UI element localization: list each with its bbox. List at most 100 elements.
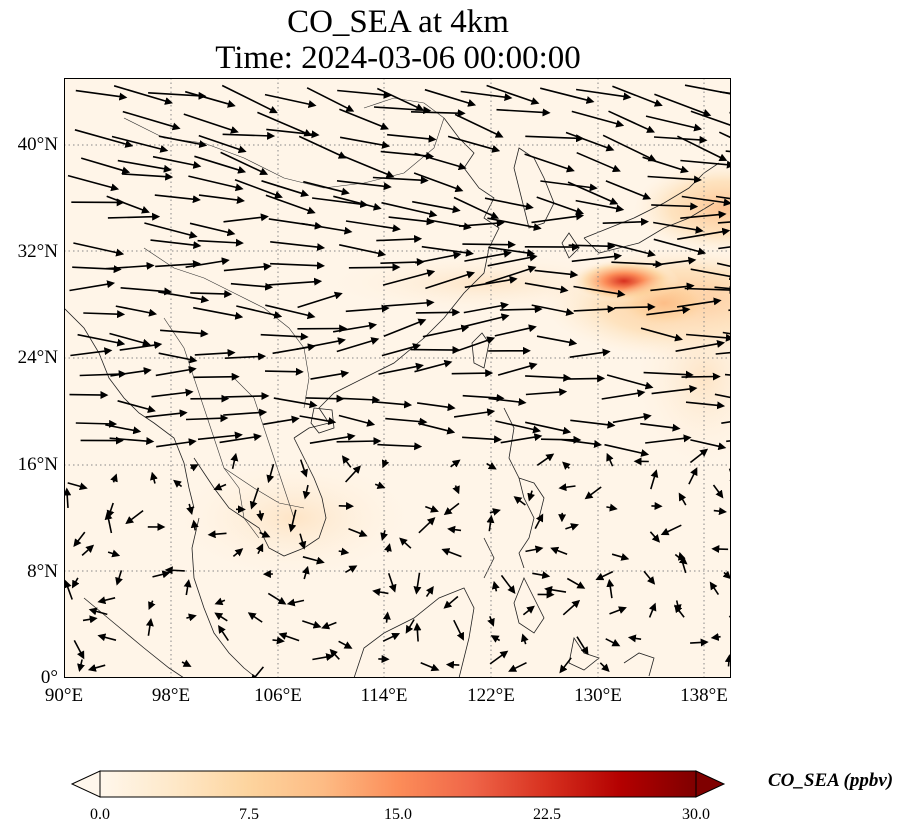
wind-arrow: [399, 537, 412, 549]
wind-arrow: [381, 343, 421, 357]
wind-arrow: [295, 337, 346, 351]
wind-arrow: [223, 262, 272, 272]
lat-tick-label: 0°: [40, 667, 58, 688]
wind-arrow: [309, 433, 356, 444]
wind-arrow: [602, 217, 649, 226]
wind-arrow: [87, 664, 106, 672]
wind-arrow: [117, 400, 156, 413]
wind-arrow: [565, 374, 606, 383]
wind-arrow: [383, 318, 427, 338]
wind-arrow: [686, 333, 731, 342]
wind-arrow: [382, 632, 401, 642]
wind-arrow: [81, 544, 95, 556]
wind-arrow: [82, 615, 98, 624]
wind-arrow: [640, 327, 683, 342]
wind-arrow: [690, 110, 731, 127]
wind-arrow: [374, 481, 386, 489]
wind-arrow: [458, 219, 505, 228]
wind-arrow: [71, 577, 80, 589]
wind-arrow: [69, 391, 109, 400]
wind-arrow: [381, 459, 390, 469]
wind-arrow: [266, 128, 320, 139]
wind-arrow: [417, 422, 456, 435]
wind-arrow: [602, 134, 657, 162]
wind-arrow: [524, 153, 575, 173]
wind-arrow: [540, 435, 582, 444]
wind-arrow: [614, 303, 656, 312]
wind-arrow: [373, 400, 413, 409]
wind-arrow: [570, 419, 616, 429]
wind-arrow: [677, 551, 687, 574]
wind-arrow: [651, 202, 699, 211]
wind-arrow: [452, 485, 460, 495]
wind-arrow: [678, 492, 687, 506]
wind-arrow: [536, 453, 555, 466]
wind-arrow: [230, 452, 239, 469]
wind-arrow: [148, 91, 207, 100]
wind-arrow: [190, 519, 199, 531]
wind-arrow: [194, 155, 247, 174]
wind-arrow: [650, 282, 695, 292]
wind-arrow: [384, 298, 435, 307]
wind-arrow: [561, 438, 603, 448]
wind-arrow: [348, 528, 368, 538]
wind-arrow: [454, 113, 504, 138]
wind-arrow: [612, 85, 663, 107]
wind-arrow: [332, 321, 378, 333]
wind-arrow: [531, 212, 585, 224]
wind-arrow: [272, 636, 285, 645]
wind-arrow: [721, 420, 731, 424]
wind-arrow: [500, 433, 543, 444]
wind-arrow: [485, 265, 537, 285]
wind-arrow: [183, 113, 239, 134]
wind-arrow: [194, 348, 236, 357]
wind-arrow: [189, 464, 199, 472]
wind-arrow: [534, 269, 579, 279]
wind-arrow: [414, 359, 453, 373]
wind-arrow: [690, 268, 731, 281]
wind-arrow: [416, 402, 456, 412]
wind-arrow: [259, 530, 271, 538]
wind-arrow: [690, 638, 709, 647]
wind-arrow: [488, 397, 527, 406]
wind-vectors: [64, 84, 731, 678]
wind-arrow: [188, 175, 244, 192]
lon-tick-label: 114°E: [360, 685, 408, 706]
wind-arrow: [646, 306, 691, 316]
wind-arrow: [569, 348, 611, 358]
wind-arrow: [268, 277, 323, 286]
wind-arrow: [575, 88, 632, 101]
wind-arrow: [714, 286, 731, 290]
wind-arrow: [74, 129, 134, 148]
wind-arrow: [684, 286, 731, 295]
wind-arrow: [218, 625, 229, 642]
wind-arrow: [345, 304, 390, 313]
wind-arrow: [425, 585, 434, 598]
wind-arrow: [338, 153, 395, 178]
wind-arrow: [424, 88, 477, 107]
wind-arrow: [536, 335, 578, 347]
lon-tick-label: 122°E: [467, 685, 515, 706]
wind-arrow: [381, 201, 438, 218]
wind-arrow: [67, 482, 88, 491]
wind-arrow: [660, 524, 682, 536]
wind-arrow: [680, 210, 727, 219]
wind-arrow: [387, 133, 437, 143]
wind-arrow: [190, 289, 233, 298]
colorbar-tick-label: 22.5: [533, 806, 561, 823]
wind-arrow: [499, 305, 543, 314]
wind-arrow: [105, 424, 142, 435]
wind-arrow: [413, 622, 422, 642]
wind-arrow: [443, 595, 459, 609]
wind-arrow: [462, 240, 516, 249]
wind-arrow: [566, 577, 586, 589]
wind-arrow: [111, 135, 169, 153]
wind-arrow: [160, 329, 209, 338]
map-panel[interactable]: [64, 78, 731, 678]
colorbar-extend-max: [695, 770, 726, 798]
wind-arrow: [584, 486, 602, 500]
wind-arrow: [115, 570, 123, 586]
wind-arrow: [450, 459, 461, 468]
wind-arrow: [97, 633, 117, 642]
wind-arrow: [573, 285, 626, 298]
